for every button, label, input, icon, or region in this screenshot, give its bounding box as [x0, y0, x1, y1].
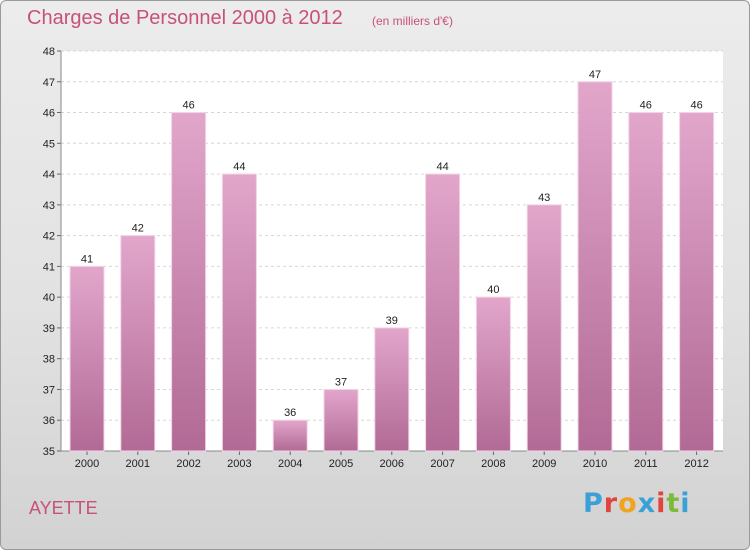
x-tick-label: 2010 [583, 458, 607, 470]
logo-letter: P [583, 488, 604, 519]
commune-name: AYETTE [29, 498, 98, 518]
data-label: 41 [81, 253, 93, 265]
data-label: 42 [132, 223, 144, 235]
y-tick-label: 39 [43, 323, 55, 335]
x-tick-label: 2001 [126, 458, 150, 470]
y-tick-label: 48 [43, 46, 55, 58]
logo-letter: i [656, 488, 667, 519]
x-tick-label: 2004 [278, 458, 302, 470]
y-tick-label: 42 [43, 231, 55, 243]
y-tick-label: 46 [43, 108, 55, 120]
x-tick-label: 2008 [481, 458, 505, 470]
y-tick-label: 36 [43, 415, 55, 427]
x-tick-label: 2000 [75, 458, 99, 470]
data-label: 44 [436, 161, 448, 173]
data-label: 39 [386, 315, 398, 327]
y-tick-label: 37 [43, 384, 55, 396]
proxiti-logo[interactable]: Proxiti [583, 488, 691, 519]
data-label: 43 [538, 192, 550, 204]
y-tick-label: 44 [43, 169, 55, 181]
bar [323, 388, 359, 452]
logo-letter: r [603, 488, 619, 519]
x-tick-label: 2002 [176, 458, 200, 470]
bar [374, 327, 410, 452]
bars [69, 81, 715, 452]
y-tick-label: 43 [43, 200, 55, 212]
bar [272, 419, 308, 452]
y-tick-label: 47 [43, 77, 55, 89]
y-tick-label: 38 [43, 354, 55, 366]
y-tick-label: 35 [43, 446, 55, 458]
data-label: 46 [640, 100, 652, 112]
x-tick-label: 2005 [329, 458, 353, 470]
x-tick-label: 2011 [634, 458, 658, 470]
bar [69, 265, 105, 452]
data-label: 44 [233, 161, 245, 173]
bar [628, 112, 664, 452]
bar [577, 81, 613, 452]
data-label: 40 [487, 284, 499, 296]
logo-letter: i [680, 488, 691, 519]
logo-letter: x [637, 488, 657, 519]
y-tick-label: 41 [43, 261, 55, 273]
x-tick-label: 2007 [430, 458, 454, 470]
x-tick-label: 2012 [684, 458, 708, 470]
data-label: 46 [690, 100, 702, 112]
x-tick-label: 2003 [227, 458, 251, 470]
logo-letter: o [618, 488, 638, 519]
chart-unit: (en milliers d'€) [372, 14, 453, 28]
chart-title: Charges de Personnel 2000 à 2012 [27, 7, 343, 29]
bar [120, 235, 156, 452]
bar [425, 173, 461, 452]
labels: 35 36 37 38 39 40 41 42 43 44 45 46 47 48 41 2000 42 2001… [43, 46, 709, 470]
y-tick-label: 40 [43, 292, 55, 304]
y-tick-label: 45 [43, 138, 55, 150]
data-label: 36 [284, 407, 296, 419]
x-tick-label: 2006 [380, 458, 404, 470]
data-label: 47 [589, 69, 601, 81]
bar [171, 112, 207, 452]
bar [475, 296, 511, 452]
bar [221, 173, 257, 452]
data-label: 46 [182, 100, 194, 112]
data-label: 37 [335, 376, 347, 388]
logo-letter: t [666, 488, 681, 519]
bar [526, 204, 562, 452]
bar [679, 112, 715, 452]
x-tick-label: 2009 [532, 458, 556, 470]
